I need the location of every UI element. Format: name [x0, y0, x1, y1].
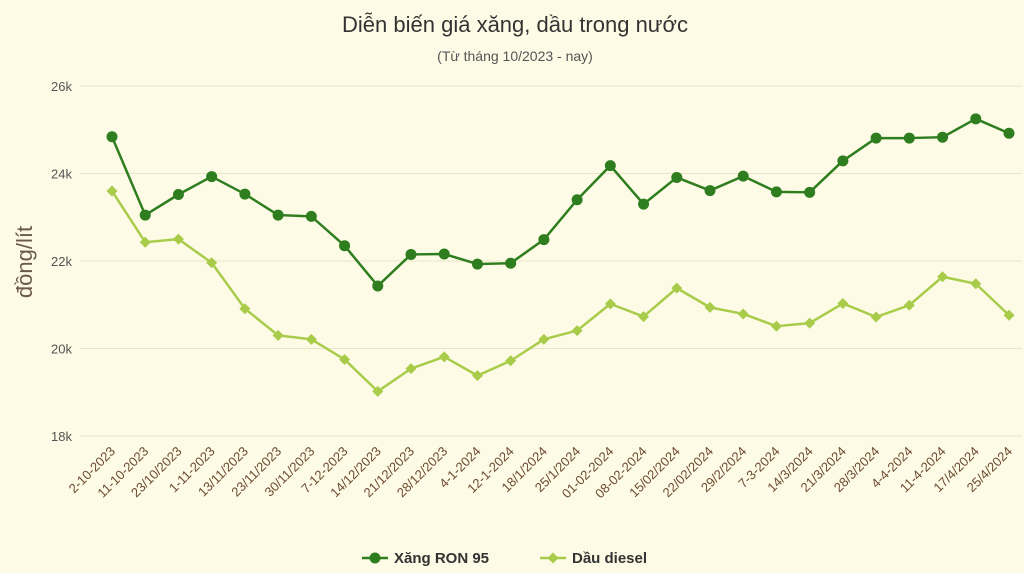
y-tick-label: 18k [51, 429, 72, 444]
chart-title: Diễn biến giá xăng, dầu trong nước [342, 12, 688, 37]
data-point[interactable] [937, 131, 949, 143]
data-point[interactable] [339, 240, 351, 252]
data-point[interactable] [239, 303, 251, 315]
data-point[interactable] [139, 209, 151, 221]
data-point[interactable] [638, 311, 650, 323]
legend-marker [369, 552, 381, 564]
data-point[interactable] [1003, 309, 1015, 321]
x-axis: 2-10-202311-10-202323/10/20231-11-202313… [66, 444, 1016, 502]
y-tick-label: 20k [51, 342, 72, 357]
data-point[interactable] [804, 317, 816, 329]
data-point[interactable] [405, 248, 417, 260]
legend-item-1[interactable]: Xăng RON 95 [362, 550, 489, 567]
y-tick-label: 26k [51, 79, 72, 94]
data-point[interactable] [438, 248, 450, 260]
data-point[interactable] [206, 171, 218, 183]
data-point[interactable] [571, 325, 583, 337]
data-point[interactable] [737, 170, 749, 182]
data-point[interactable] [604, 298, 616, 310]
legend-marker [547, 552, 559, 564]
data-point[interactable] [970, 113, 982, 125]
data-point[interactable] [139, 236, 151, 248]
data-point[interactable] [837, 297, 849, 309]
data-point[interactable] [937, 271, 949, 283]
data-point[interactable] [804, 186, 816, 198]
data-point[interactable] [870, 311, 882, 323]
series-line [110, 117, 1010, 288]
legend-item-2[interactable]: Dầu diesel [540, 550, 647, 567]
series-2 [106, 185, 1015, 397]
data-point[interactable] [505, 355, 517, 367]
data-point[interactable] [1003, 127, 1015, 139]
chart-subtitle: (Từ tháng 10/2023 - nay) [437, 48, 593, 64]
data-point[interactable] [239, 188, 251, 200]
data-point[interactable] [272, 329, 284, 341]
data-point[interactable] [505, 257, 517, 269]
data-point[interactable] [305, 210, 317, 222]
series-line [110, 190, 1010, 393]
data-point[interactable] [405, 363, 417, 375]
series [106, 113, 1015, 397]
series-1 [106, 113, 1015, 292]
data-point[interactable] [837, 155, 849, 167]
data-point[interactable] [704, 301, 716, 313]
data-point[interactable] [372, 385, 384, 397]
data-point[interactable] [372, 280, 384, 292]
legend-label: Xăng RON 95 [394, 550, 489, 567]
data-point[interactable] [770, 320, 782, 332]
data-point[interactable] [970, 278, 982, 290]
data-point[interactable] [106, 185, 118, 197]
data-point[interactable] [471, 258, 483, 270]
data-point[interactable] [206, 257, 218, 269]
data-point[interactable] [770, 186, 782, 198]
legend-label: Dầu diesel [572, 550, 647, 567]
data-point[interactable] [671, 171, 683, 183]
data-point[interactable] [903, 132, 915, 144]
data-point[interactable] [471, 370, 483, 382]
data-point[interactable] [538, 333, 550, 345]
data-point[interactable] [305, 333, 317, 345]
data-point[interactable] [903, 299, 915, 311]
data-point[interactable] [172, 233, 184, 245]
data-point[interactable] [671, 282, 683, 294]
y-axis: 18k 20k 22k 24k 26k [51, 79, 72, 444]
legend[interactable]: Xăng RON 95 Dầu diesel [362, 550, 647, 567]
y-tick-label: 24k [51, 167, 72, 182]
data-point[interactable] [737, 308, 749, 320]
data-point[interactable] [272, 209, 284, 221]
data-point[interactable] [339, 353, 351, 365]
y-axis-label: đồng/lít [12, 226, 37, 298]
grid [80, 85, 1022, 437]
data-point[interactable] [106, 131, 118, 143]
data-point[interactable] [538, 234, 550, 246]
data-point[interactable] [638, 198, 650, 210]
data-point[interactable] [870, 132, 882, 144]
data-point[interactable] [571, 194, 583, 206]
data-point[interactable] [604, 160, 616, 172]
data-point[interactable] [172, 189, 184, 200]
data-point[interactable] [704, 185, 716, 197]
y-tick-label: 22k [51, 254, 72, 269]
data-point[interactable] [438, 351, 450, 363]
